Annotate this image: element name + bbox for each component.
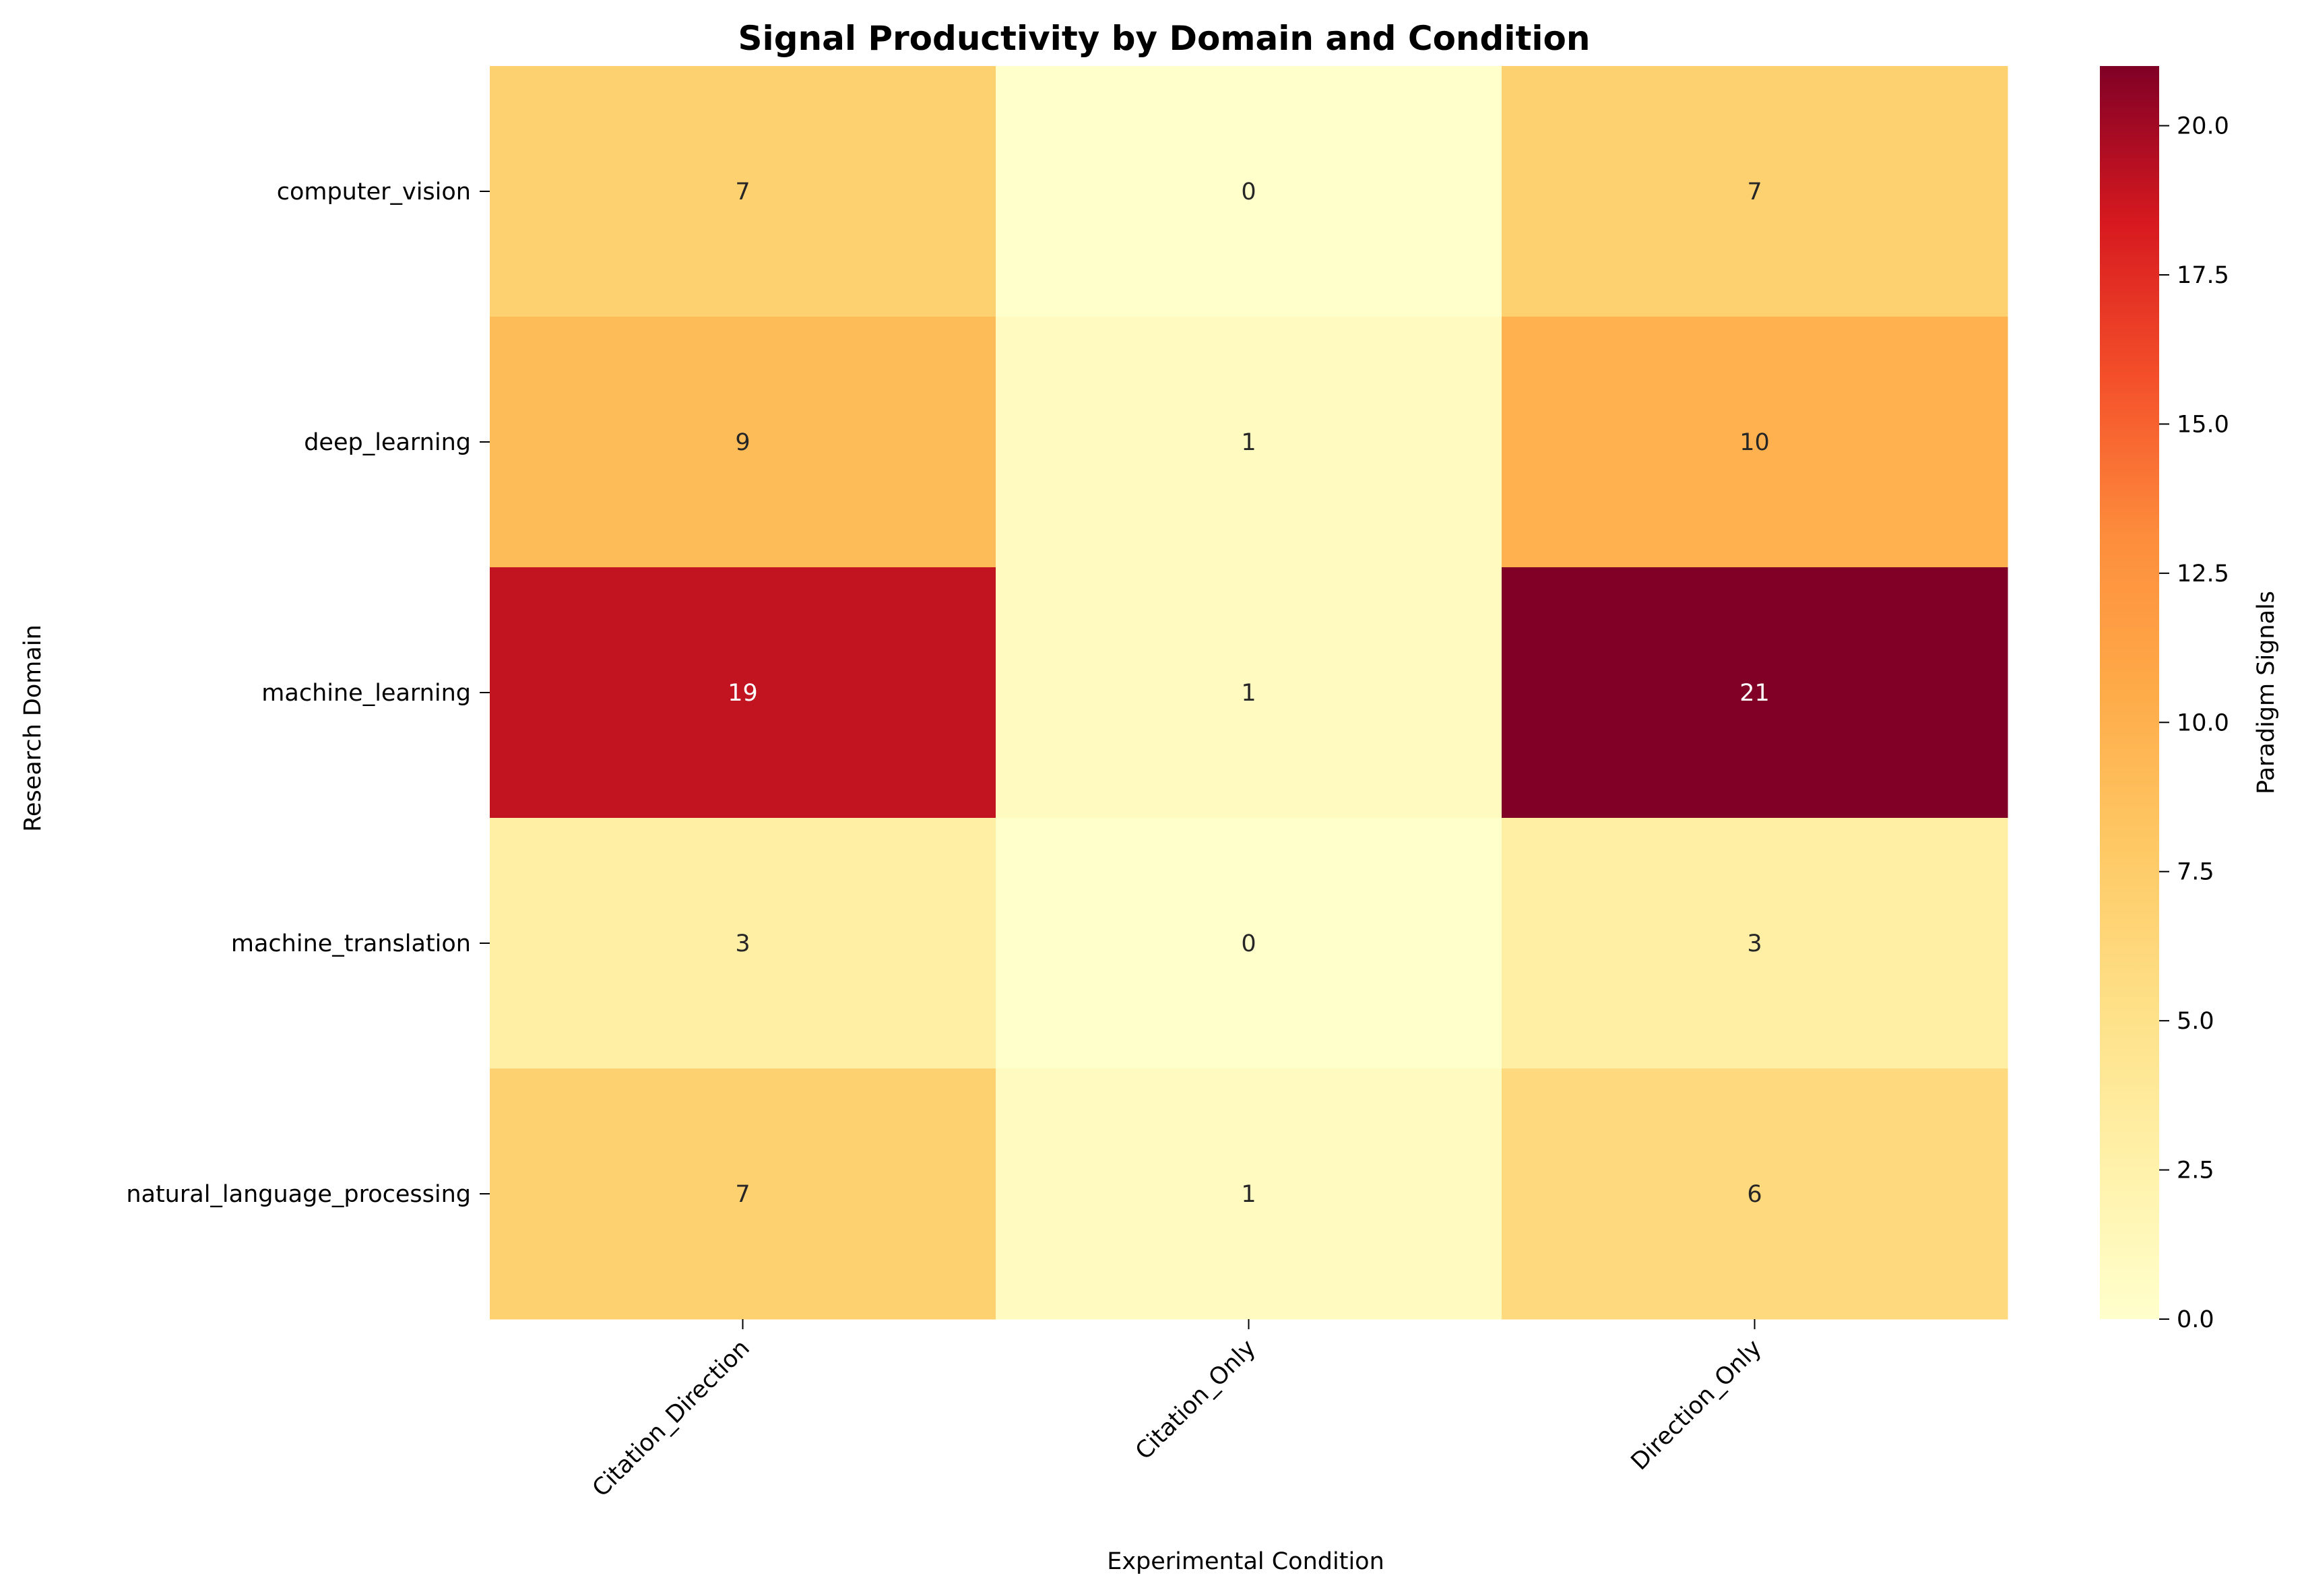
heatmap-cell-machine_learning-Citation_Direction bbox=[490, 567, 996, 819]
cell-value-label: 3 bbox=[1747, 930, 1762, 957]
heatmap-cell-deep_learning-Citation_Direction bbox=[490, 317, 996, 568]
heatmap-cell-machine_translation-Direction_Only bbox=[1502, 818, 2008, 1069]
heatmap-cells: 7 0 7 9 1 10 19 1 21 3 0 3 7 1 6 bbox=[490, 66, 2008, 1320]
y-tick-label: machine_translation bbox=[231, 930, 471, 957]
cell-value-label: 21 bbox=[1739, 680, 1770, 707]
y-axis-ticks: computer_vision deep_learning machine_lear… bbox=[126, 179, 490, 1208]
y-tick-label: deep_learning bbox=[304, 429, 471, 456]
colorbar-ticks: 0.0 2.5 5.0 7.5 10.0 12.5 15.0 17.5 20.0 bbox=[2159, 113, 2229, 1333]
colorbar-tick-label: 17.5 bbox=[2177, 262, 2229, 289]
heatmap-cell-deep_learning-Citation_Only bbox=[996, 317, 1502, 568]
chart-title: Signal Productivity by Domain and Condit… bbox=[738, 19, 1591, 58]
cell-value-label: 0 bbox=[1241, 179, 1256, 205]
heatmap-cell-machine_learning-Direction_Only bbox=[1502, 567, 2008, 819]
heatmap-cell-computer_vision-Direction_Only bbox=[1502, 66, 2008, 317]
cell-value-label: 3 bbox=[735, 930, 750, 957]
y-tick-label: machine_learning bbox=[261, 680, 471, 707]
colorbar-tick-label: 7.5 bbox=[2177, 859, 2214, 886]
cell-value-label: 7 bbox=[1747, 179, 1762, 205]
heatmap-cell-computer_vision-Citation_Direction bbox=[490, 66, 996, 317]
colorbar-gradient bbox=[2100, 66, 2159, 1319]
y-tick-label: computer_vision bbox=[277, 179, 471, 205]
colorbar-tick-label: 0.0 bbox=[2177, 1306, 2214, 1333]
heatmap-cell-natural_language_processing-Citation_Only bbox=[996, 1068, 1502, 1320]
heatmap-cell-machine_learning-Citation_Only bbox=[996, 567, 1502, 819]
heatmap-cell-machine_translation-Citation_Only bbox=[996, 818, 1502, 1069]
y-axis-label: Research Domain bbox=[20, 625, 46, 831]
x-axis-label: Experimental Condition bbox=[1107, 1548, 1384, 1575]
cell-value-label: 9 bbox=[735, 429, 750, 456]
cell-value-label: 7 bbox=[735, 179, 750, 205]
x-tick-label: Citation_Only bbox=[1130, 1335, 1261, 1465]
colorbar-tick-label: 12.5 bbox=[2177, 561, 2229, 587]
colorbar-label: Paradigm Signals bbox=[2253, 591, 2280, 794]
colorbar-tick-label: 15.0 bbox=[2177, 411, 2229, 438]
cell-value-label: 1 bbox=[1241, 1181, 1256, 1208]
colorbar-tick-label: 10.0 bbox=[2177, 709, 2229, 736]
cell-value-label: 10 bbox=[1739, 429, 1770, 456]
x-tick-label: Direction_Only bbox=[1626, 1335, 1767, 1475]
cell-value-label: 19 bbox=[728, 680, 758, 707]
colorbar: 0.0 2.5 5.0 7.5 10.0 12.5 15.0 17.5 20.0 bbox=[2100, 66, 2229, 1333]
cell-value-label: 7 bbox=[735, 1181, 750, 1208]
heatmap-cell-deep_learning-Direction_Only bbox=[1502, 317, 2008, 568]
cell-value-label: 1 bbox=[1241, 429, 1256, 456]
cell-value-label: 1 bbox=[1241, 680, 1256, 707]
colorbar-tick-label: 2.5 bbox=[2177, 1157, 2214, 1184]
heatmap-cell-natural_language_processing-Citation_Direction bbox=[490, 1068, 996, 1320]
heatmap-cell-computer_vision-Citation_Only bbox=[996, 66, 1502, 317]
colorbar-tick-label: 5.0 bbox=[2177, 1008, 2214, 1035]
x-axis-ticks: Citation_Direction Citation_Only Direction… bbox=[587, 1319, 1767, 1502]
heatmap-cell-machine_translation-Citation_Direction bbox=[490, 818, 996, 1069]
cell-value-label: 6 bbox=[1747, 1181, 1762, 1208]
heatmap-cell-natural_language_processing-Direction_Only bbox=[1502, 1068, 2008, 1320]
y-tick-label: natural_language_processing bbox=[126, 1181, 471, 1208]
colorbar-tick-label: 20.0 bbox=[2177, 113, 2229, 140]
x-tick-label: Citation_Direction bbox=[587, 1335, 755, 1502]
cell-value-label: 0 bbox=[1241, 930, 1256, 957]
